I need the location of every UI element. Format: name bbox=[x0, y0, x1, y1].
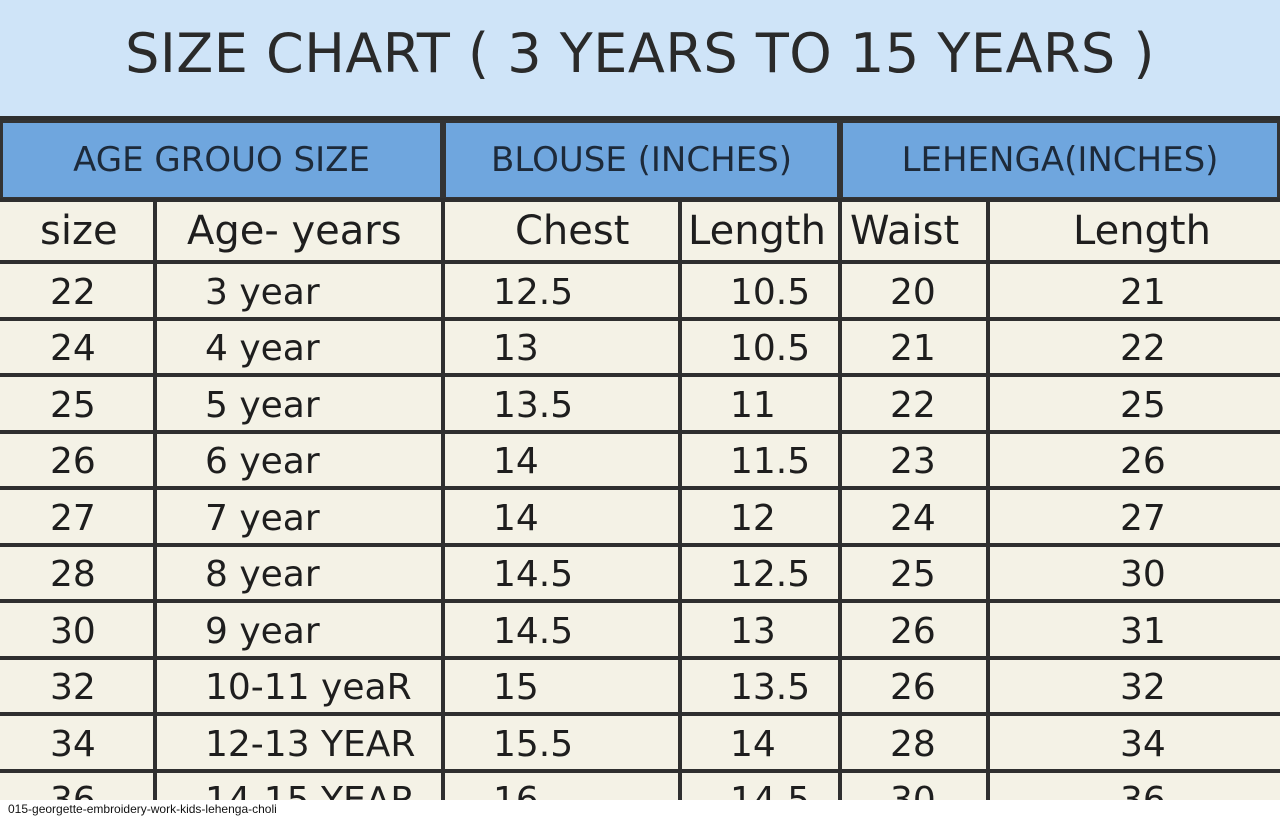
table-cell: 22 bbox=[890, 384, 936, 426]
table-cell: 30 bbox=[1120, 554, 1166, 596]
table-cell: 36 bbox=[988, 773, 1280, 800]
header-divider bbox=[0, 198, 1280, 202]
table-cell: 12.5 bbox=[730, 554, 811, 596]
row-divider bbox=[0, 316, 1280, 321]
title-band: SIZE CHART ( 3 YEARS TO 15 YEARS ) bbox=[0, 0, 1280, 116]
table-cell: 34 bbox=[1120, 723, 1166, 765]
table-cell: 14-15 YEAR bbox=[155, 773, 443, 800]
table-cell: 30 bbox=[50, 610, 96, 652]
table-cell: 14 bbox=[493, 497, 539, 539]
column-header: size bbox=[40, 208, 118, 254]
table-cell: 26 bbox=[890, 610, 936, 652]
table-cell: 12 bbox=[730, 497, 776, 539]
group-header: BLOUSE (INCHES) bbox=[443, 120, 840, 200]
table-cell: 5 year bbox=[205, 384, 320, 426]
column-divider bbox=[678, 200, 682, 800]
table-cell: 21 bbox=[890, 328, 936, 370]
group-header: AGE GROUO SIZE bbox=[0, 120, 443, 200]
table-cell: 14.5 bbox=[493, 554, 574, 596]
table-cell: 28 bbox=[890, 723, 936, 765]
column-header: Chest bbox=[515, 208, 630, 254]
row-divider bbox=[0, 260, 1280, 264]
table-cell: 13.5 bbox=[493, 384, 574, 426]
row-divider bbox=[0, 542, 1280, 547]
table-cell: 12-13 YEAR bbox=[205, 723, 416, 765]
table-cell: 31 bbox=[1120, 610, 1166, 652]
table-cell: 25 bbox=[890, 554, 936, 596]
table-cell: 25 bbox=[1120, 384, 1166, 426]
row-divider bbox=[0, 768, 1280, 773]
table-cell: 21 bbox=[1120, 271, 1166, 313]
table-cell: 4 year bbox=[205, 328, 320, 370]
table-cell: 13.5 bbox=[730, 667, 811, 709]
table-cell: 26 bbox=[890, 667, 936, 709]
group-header: LEHENGA(INCHES) bbox=[840, 120, 1280, 200]
table-cell: 36 bbox=[0, 773, 155, 800]
header-top bbox=[0, 116, 1280, 120]
table-cell: 14 bbox=[730, 723, 776, 765]
table-cell: 10.5 bbox=[730, 328, 811, 370]
row-divider bbox=[0, 599, 1280, 603]
table-cell: 27 bbox=[50, 497, 96, 539]
table-cell: 3 year bbox=[205, 271, 320, 313]
table-cell: 9 year bbox=[205, 610, 320, 652]
caption: 015-georgette-embroidery-work-kids-lehen… bbox=[8, 802, 277, 816]
column-header: Waist bbox=[850, 208, 960, 254]
row-divider bbox=[0, 712, 1280, 716]
table-cell: 30 bbox=[840, 773, 988, 800]
table-cell: 22 bbox=[50, 271, 96, 313]
column-divider bbox=[441, 200, 445, 800]
column-divider bbox=[838, 200, 842, 800]
table-cell: 10.5 bbox=[730, 271, 811, 313]
table-cell: 13 bbox=[730, 610, 776, 652]
table-cell: 22 bbox=[1120, 328, 1166, 370]
table-cell: 28 bbox=[50, 554, 96, 596]
table-cell: 34 bbox=[50, 723, 96, 765]
table-cell: 6 year bbox=[205, 441, 320, 483]
title: SIZE CHART ( 3 YEARS TO 15 YEARS ) bbox=[125, 22, 1155, 85]
row-divider bbox=[0, 429, 1280, 434]
table-cell: 24 bbox=[890, 497, 936, 539]
table-cell: 14.5 bbox=[680, 773, 840, 800]
row-divider bbox=[0, 486, 1280, 490]
column-divider bbox=[986, 200, 990, 800]
row-divider bbox=[0, 373, 1280, 377]
table-cell: 15 bbox=[493, 667, 539, 709]
column-divider bbox=[153, 200, 157, 800]
table-cell: 20 bbox=[890, 271, 936, 313]
table-cell: 8 year bbox=[205, 554, 320, 596]
table-cell: 14 bbox=[493, 441, 539, 483]
table-cell: 15.5 bbox=[493, 723, 574, 765]
table-cell: 23 bbox=[890, 441, 936, 483]
table-cell: 10-11 yeaR bbox=[205, 667, 412, 709]
table-cell: 32 bbox=[1120, 667, 1166, 709]
column-header: Age- years bbox=[187, 208, 402, 254]
table-cell: 11.5 bbox=[730, 441, 811, 483]
table-cell: 27 bbox=[1120, 497, 1166, 539]
column-header: Length bbox=[688, 208, 826, 254]
table-cell: 26 bbox=[1120, 441, 1166, 483]
table-cell: 25 bbox=[50, 384, 96, 426]
row-divider bbox=[0, 655, 1280, 660]
table-cell: 16 bbox=[443, 773, 680, 800]
table-cell: 11 bbox=[730, 384, 776, 426]
table-cell: 26 bbox=[50, 441, 96, 483]
size-chart: SIZE CHART ( 3 YEARS TO 15 YEARS ) AGE G… bbox=[0, 0, 1280, 800]
table-cell: 24 bbox=[50, 328, 96, 370]
table-cell: 13 bbox=[493, 328, 539, 370]
table-cell: 7 year bbox=[205, 497, 320, 539]
table-cell: 32 bbox=[50, 667, 96, 709]
table-cell: 14.5 bbox=[493, 610, 574, 652]
table-cell: 12.5 bbox=[493, 271, 574, 313]
column-header: Length bbox=[1073, 208, 1211, 254]
